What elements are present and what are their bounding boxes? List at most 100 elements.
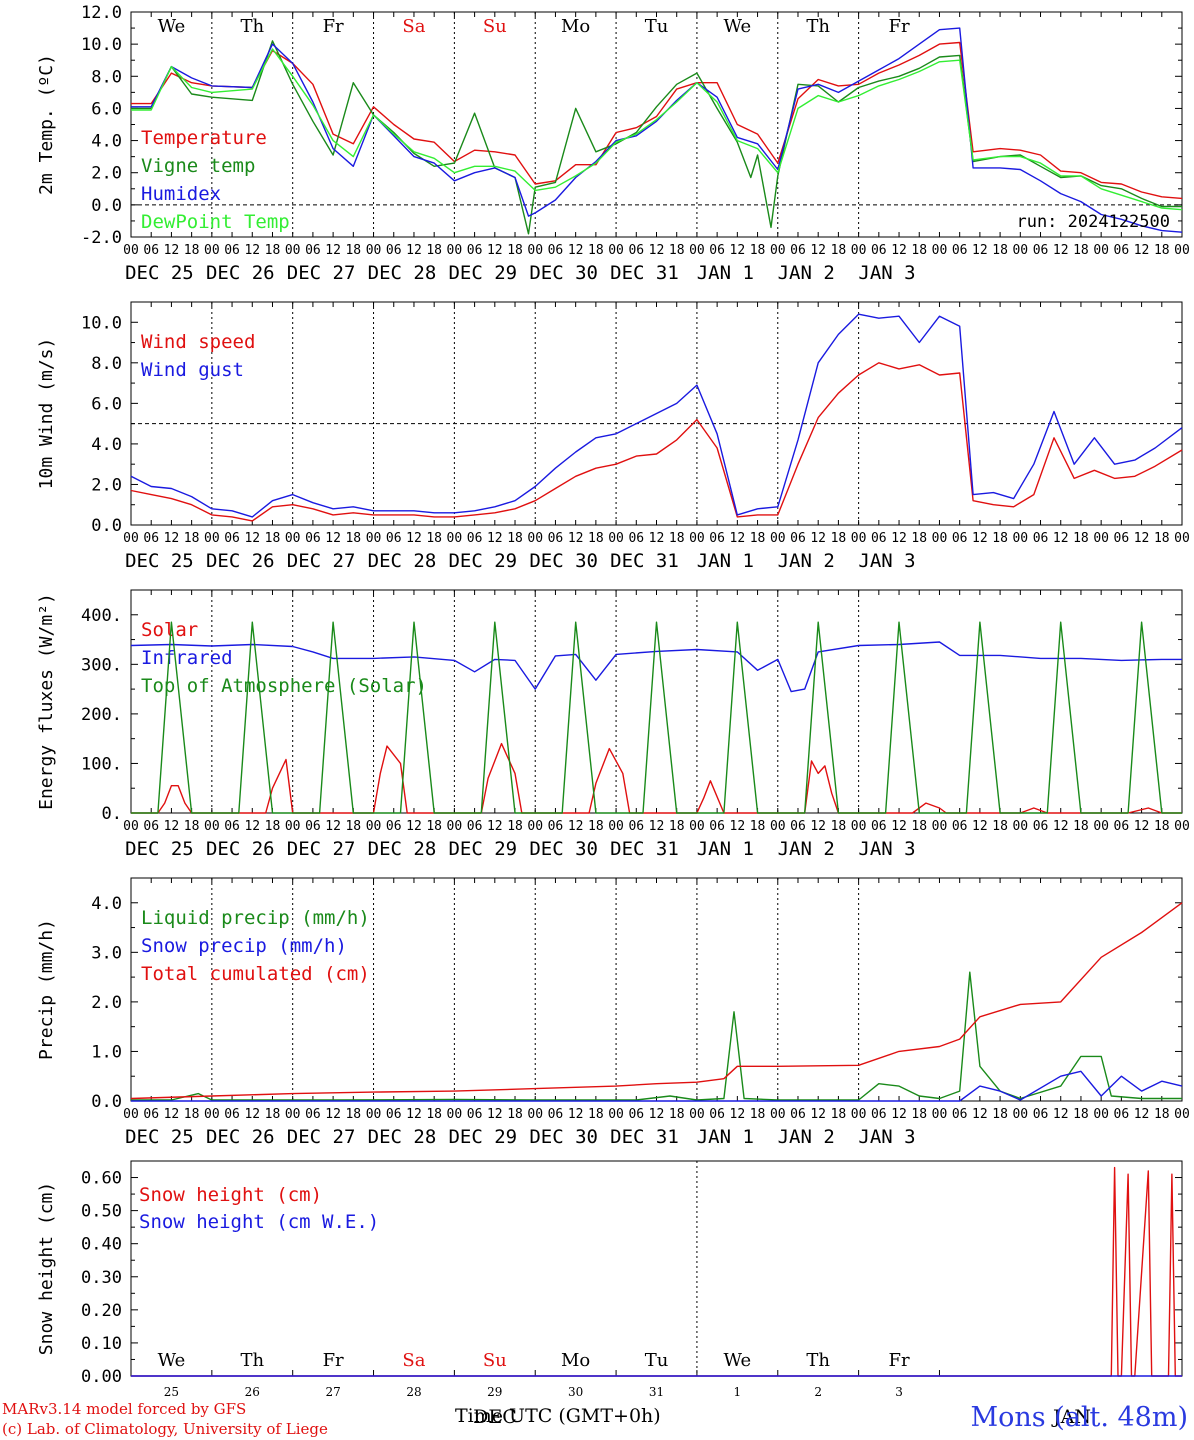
x-hour-label: 00 — [366, 819, 382, 834]
x-hour-label: 00 — [932, 243, 948, 258]
x-hour-label: 00 — [1174, 819, 1190, 834]
day-number-label: 2 — [814, 1385, 822, 1399]
x-hour-label: 06 — [790, 1107, 806, 1122]
x-hour-label: 18 — [831, 1107, 847, 1122]
y-axis-label: Energy fluxes (W/m²) — [36, 593, 57, 810]
y-tick-label: 0. — [102, 804, 122, 824]
x-date-label: DEC 28 — [368, 550, 437, 572]
x-hour-label: 12 — [568, 819, 584, 834]
station-title: Mons (alt. 48m) — [970, 1402, 1188, 1433]
x-hour-label: 12 — [649, 243, 665, 258]
legend-entry: Vigne temp — [141, 155, 255, 177]
x-hour-label: 06 — [709, 1107, 725, 1122]
weekday-label: Tu — [645, 1350, 669, 1371]
y-axis-label: 2m Temp. (ºC) — [36, 54, 57, 195]
series-line-total-cumulated-cm- — [130, 902, 1183, 1100]
panel-energy: 0. 100. 200. 300. 400. Energy fluxes (W/m²) 00… — [36, 589, 1190, 860]
legend-entry: Solar — [141, 619, 198, 641]
x-hour-label: 18 — [426, 531, 442, 546]
weekday-label: Su — [483, 1350, 507, 1371]
x-date-label: JAN 3 — [858, 550, 915, 572]
x-hour-label: 06 — [628, 819, 644, 834]
x-hour-label: 06 — [386, 819, 402, 834]
x-date-label: DEC 28 — [368, 838, 437, 860]
x-hour-label: 00 — [204, 819, 220, 834]
x-hour-label: 06 — [790, 819, 806, 834]
x-hour-label: 18 — [750, 243, 766, 258]
x-date-label: DEC 28 — [368, 1126, 437, 1148]
x-hour-label: 00 — [447, 531, 463, 546]
weekday-label: Mo — [561, 1350, 590, 1371]
y-tick-label: 100. — [81, 754, 122, 774]
weekday-label: Tu — [645, 16, 669, 37]
x-hour-label: 00 — [689, 531, 705, 546]
x-hour-label: 18 — [1154, 243, 1170, 258]
y-tick-label: 1.0 — [91, 1042, 122, 1062]
x-hour-label: 06 — [1114, 1107, 1130, 1122]
weekday-label: We — [158, 1350, 186, 1371]
x-date-label: DEC 29 — [448, 550, 517, 572]
x-hour-label: 00 — [527, 1107, 543, 1122]
x-date-label: JAN 3 — [858, 262, 915, 284]
day-number-label: 29 — [487, 1385, 502, 1399]
day-number-label: 27 — [325, 1385, 340, 1399]
footer-lab-credit: (c) Lab. of Climatology, University of L… — [2, 1420, 328, 1438]
x-hour-label: 18 — [426, 243, 442, 258]
weekday-label: Th — [806, 1350, 830, 1371]
x-hour-label: 18 — [426, 819, 442, 834]
y-tick-label: 6.0 — [91, 394, 122, 414]
x-hour-label: 06 — [305, 243, 321, 258]
x-hour-label: 00 — [123, 1107, 139, 1122]
series-line-humidex — [131, 27, 1183, 233]
x-hour-label: 06 — [548, 1107, 564, 1122]
x-hour-label: 06 — [224, 819, 240, 834]
x-hour-label: 12 — [406, 1107, 422, 1122]
x-hour-label: 18 — [669, 243, 685, 258]
x-hour-label: 00 — [770, 1107, 786, 1122]
x-hour-label: 12 — [325, 243, 341, 258]
x-hour-label: 00 — [851, 531, 867, 546]
x-date-label: JAN 2 — [778, 262, 835, 284]
weekday-label: Fr — [323, 16, 344, 37]
weekday-label: Fr — [888, 1350, 909, 1371]
x-date-label: DEC 27 — [287, 262, 356, 284]
x-hour-label: 12 — [1134, 1107, 1150, 1122]
x-date-label: DEC 30 — [529, 262, 598, 284]
series-line-dewpoint-temp — [131, 48, 1183, 211]
x-date-label: DEC 31 — [610, 838, 679, 860]
x-date-label: JAN 1 — [697, 262, 754, 284]
series-line-infrared — [130, 641, 1182, 693]
x-hour-label: 06 — [1114, 531, 1130, 546]
x-hour-label: 00 — [608, 531, 624, 546]
legend-entry: DewPoint Temp — [141, 211, 290, 233]
x-hour-label: 18 — [345, 243, 361, 258]
x-hour-label: 00 — [1174, 531, 1190, 546]
x-hour-label: 06 — [305, 1107, 321, 1122]
x-hour-label: 18 — [507, 819, 523, 834]
x-hour-label: 00 — [851, 243, 867, 258]
x-hour-label: 12 — [649, 1107, 665, 1122]
x-date-label: DEC 25 — [125, 550, 194, 572]
x-hour-label: 18 — [184, 531, 200, 546]
x-hour-label: 00 — [608, 819, 624, 834]
x-hour-label: 18 — [911, 243, 927, 258]
x-hour-label: 12 — [244, 531, 260, 546]
x-hour-label: 06 — [952, 531, 968, 546]
y-tick-label: 0.10 — [81, 1334, 122, 1354]
x-hour-label: 12 — [568, 1107, 584, 1122]
legend-entry: Liquid precip (mm/h) — [141, 907, 370, 929]
y-tick-label: 8.0 — [91, 354, 122, 374]
x-hour-label: 12 — [244, 1107, 260, 1122]
weekday-label: Sa — [402, 16, 425, 37]
x-hour-label: 00 — [1012, 531, 1028, 546]
series-line-wind-speed — [130, 362, 1183, 522]
x-hour-label: 00 — [1093, 819, 1109, 834]
x-hour-label: 12 — [325, 1107, 341, 1122]
x-hour-label: 18 — [588, 243, 604, 258]
x-hour-label: 18 — [911, 1107, 927, 1122]
x-hour-label: 00 — [689, 1107, 705, 1122]
x-hour-label: 12 — [730, 531, 746, 546]
x-hour-label: 00 — [932, 819, 948, 834]
x-hour-label: 18 — [1073, 819, 1089, 834]
